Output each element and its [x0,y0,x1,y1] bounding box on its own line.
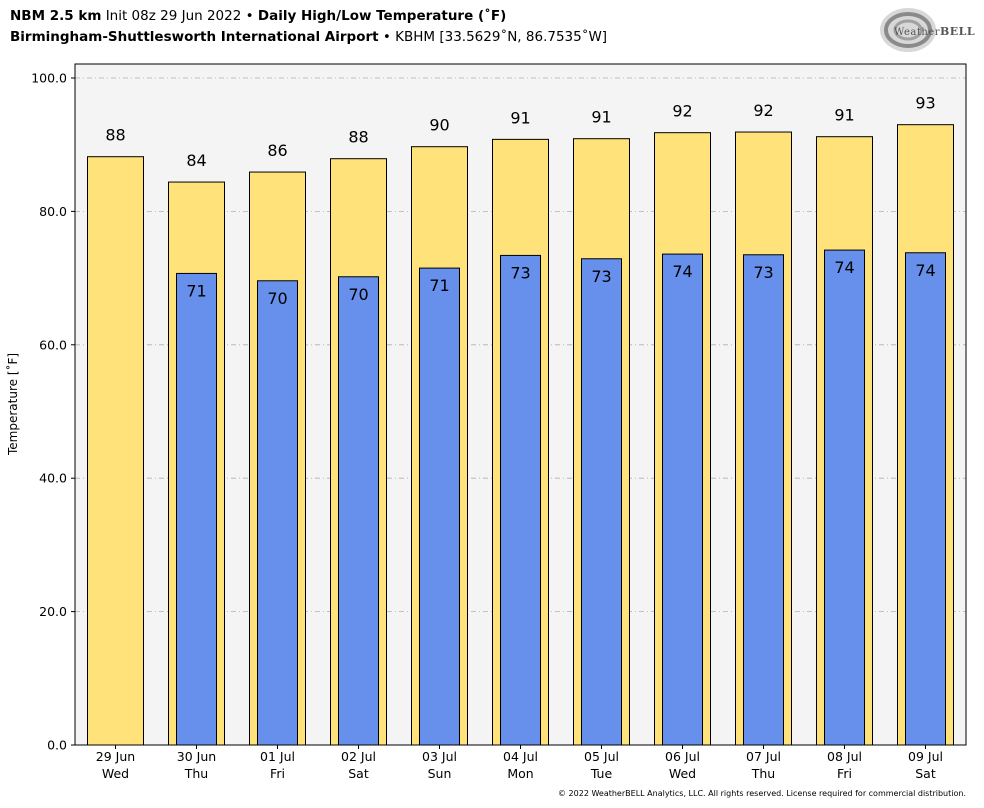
separator: • [245,8,254,24]
plot-frame [74,63,967,746]
logo-brand-a: Weather [894,27,940,38]
x-tick-label-weekday: Thu [751,766,775,781]
header-line-1: NBM 2.5 km Init 08z 29 Jun 2022 • Daily … [10,6,607,27]
low-value-label: 73 [753,263,773,282]
y-tick-label: 80.0 [39,204,67,219]
station-info: KBHM [33.5629˚N, 86.7535˚W] [395,29,608,45]
high-value-label: 86 [267,141,287,160]
header-line-2: Birmingham-Shuttlesworth International A… [10,27,607,48]
high-bar [87,156,144,746]
high-value-label: 88 [348,128,368,147]
chart-header: NBM 2.5 km Init 08z 29 Jun 2022 • Daily … [10,6,607,48]
x-tick-label-date: 02 Jul [341,749,376,764]
weatherbell-logo [880,8,936,52]
x-tick-label-weekday: Mon [507,766,533,781]
separator: • [382,29,391,45]
x-tick-label-date: 09 Jul [908,749,943,764]
low-bar [338,276,379,746]
x-tick-label-weekday: Wed [669,766,696,781]
low-bar [905,252,946,746]
x-tick-label-weekday: Tue [590,766,613,781]
low-value-label: 71 [429,276,449,295]
y-tick-label: 20.0 [39,604,67,619]
low-value-label: 74 [834,258,854,277]
high-value-label: 91 [591,108,611,127]
low-value-label: 70 [267,289,287,308]
high-value-label: 91 [834,106,854,125]
low-bar [824,249,865,746]
low-bar [176,272,217,746]
chart-title: Daily High/Low Temperature (˚F) [257,8,507,24]
logo-text: WeatherBELL [894,25,975,38]
x-tick-label-weekday: Thu [184,766,208,781]
high-value-label: 84 [186,151,206,170]
y-tick-label: 100.0 [31,71,67,86]
high-value-label: 88 [105,126,125,145]
logo-brand-b: BELL [940,25,976,38]
low-bar [743,254,784,746]
x-tick-label-date: 04 Jul [503,749,538,764]
low-value-label: 74 [672,262,692,281]
high-value-label: 92 [753,101,773,120]
low-bar [500,254,541,746]
low-bar [581,258,622,746]
x-tick-label-date: 30 Jun [177,749,216,764]
y-tick-label: 0.0 [47,738,67,753]
model-name: NBM 2.5 km [10,8,102,24]
low-bar [419,267,460,746]
low-bar [257,280,298,746]
low-value-label: 73 [510,263,530,282]
x-tick-label-date: 03 Jul [422,749,457,764]
x-tick-label-weekday: Sat [348,766,369,781]
y-tick-label: 60.0 [39,337,67,352]
low-value-label: 70 [348,285,368,304]
x-tick-label-date: 06 Jul [665,749,700,764]
high-value-label: 93 [915,94,935,113]
x-tick-label-weekday: Wed [102,766,129,781]
low-value-label: 71 [186,281,206,300]
x-tick-label-weekday: Sat [915,766,936,781]
high-value-label: 92 [672,102,692,121]
x-tick-label-weekday: Fri [270,766,285,781]
x-tick-label-weekday: Fri [837,766,852,781]
low-value-label: 73 [591,267,611,286]
high-value-label: 91 [510,108,530,127]
x-tick-label-date: 01 Jul [260,749,295,764]
x-tick-label-date: 05 Jul [584,749,619,764]
station-name: Birmingham-Shuttlesworth International A… [10,29,379,45]
x-tick-label-date: 29 Jun [96,749,135,764]
x-tick-label-date: 08 Jul [827,749,862,764]
x-tick-label-date: 07 Jul [746,749,781,764]
high-value-label: 90 [429,116,449,135]
low-bar [662,253,703,746]
y-tick-label: 40.0 [39,471,67,486]
low-value-label: 74 [915,261,935,280]
init-time: Init 08z 29 Jun 2022 [105,8,242,24]
x-tick-label-weekday: Sun [428,766,452,781]
copyright-notice: © 2022 WeatherBELL Analytics, LLC. All r… [558,789,966,798]
